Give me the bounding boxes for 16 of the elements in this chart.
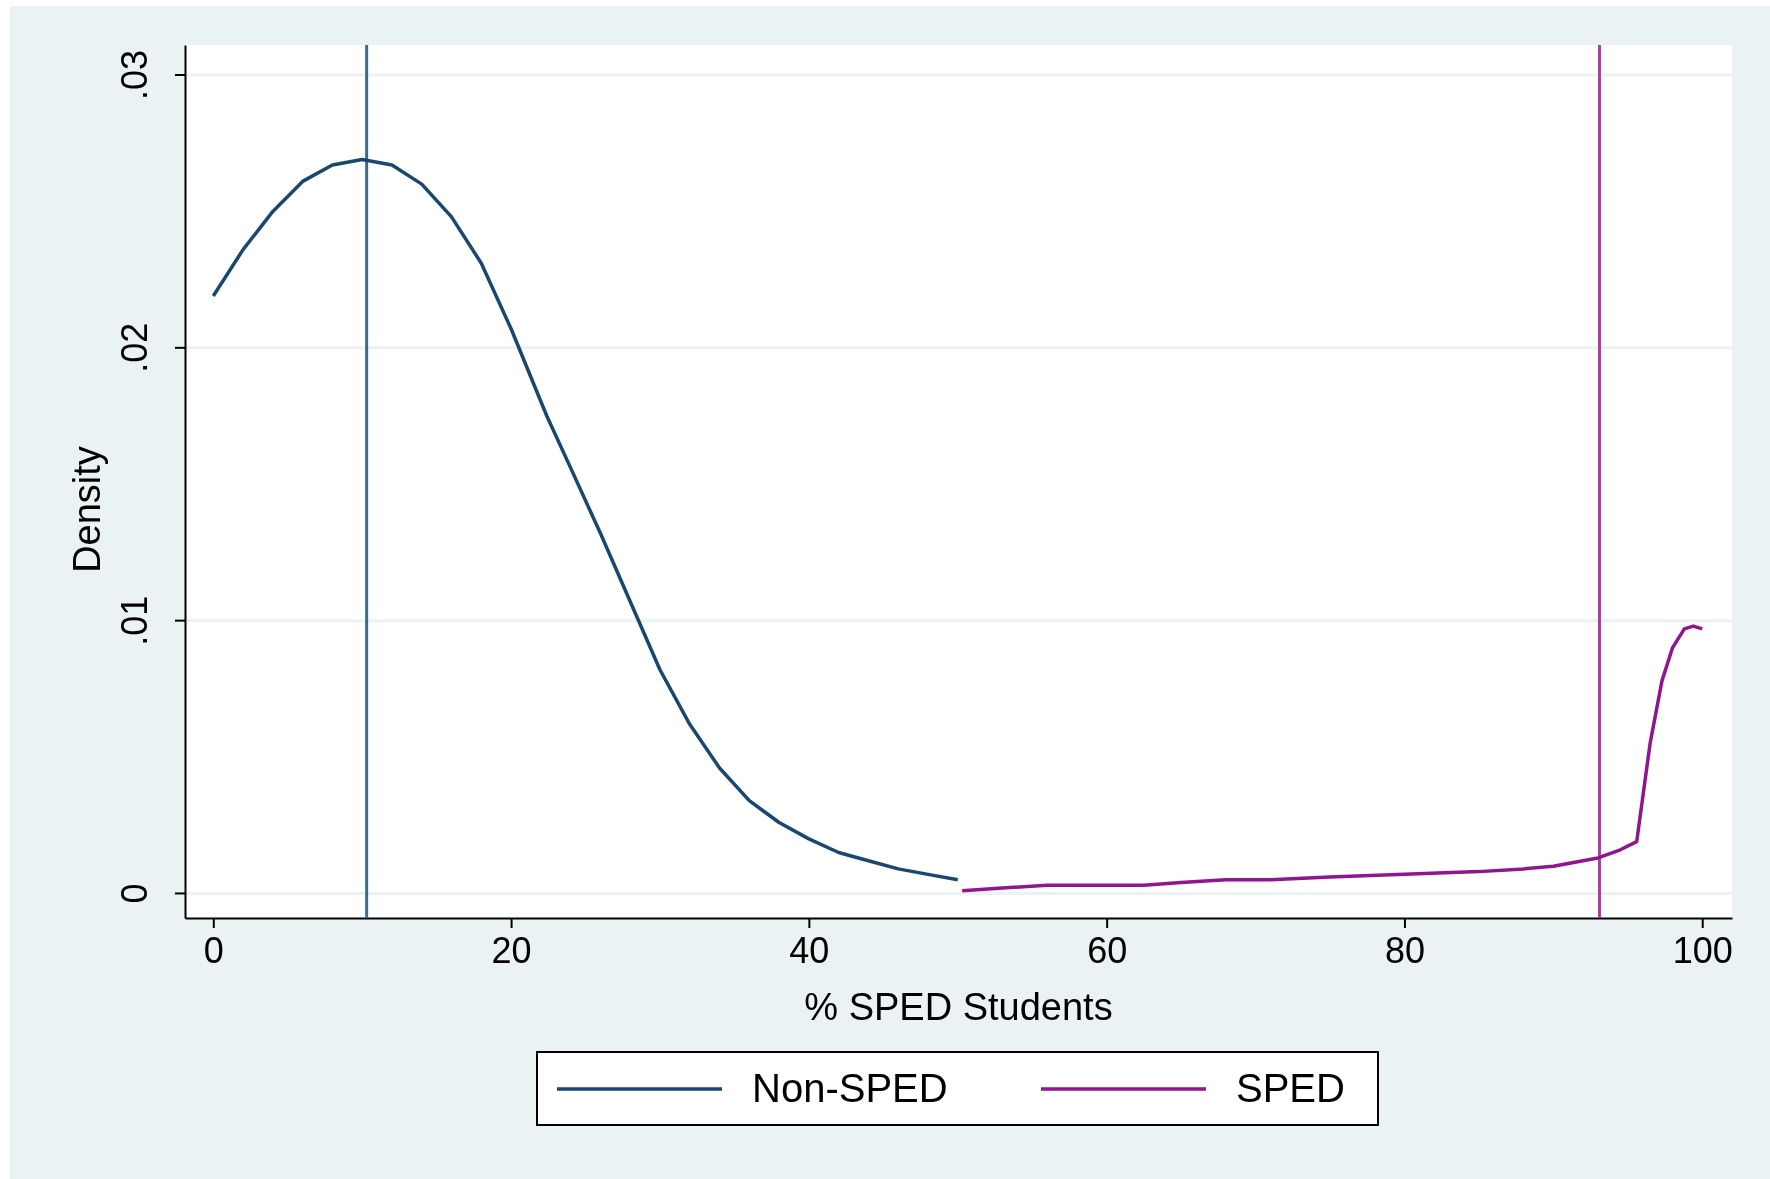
y-tick-label: .02 <box>114 322 155 373</box>
x-tick-label: 40 <box>789 930 830 972</box>
x-tick-label: 80 <box>1384 930 1425 972</box>
x-tick-label: 0 <box>203 930 224 972</box>
legend-label: SPED <box>1236 1066 1345 1110</box>
legend-label: Non-SPED <box>752 1066 948 1110</box>
line-series <box>960 624 1704 893</box>
line-series <box>211 157 960 882</box>
x-tick-label: 60 <box>1087 930 1128 972</box>
y-tick-label: .01 <box>114 595 155 646</box>
x-axis-title: % SPED Students <box>804 986 1113 1028</box>
y-tick-label: .03 <box>114 49 155 101</box>
x-tick-label: 100 <box>1672 930 1733 972</box>
x-tick-label: 20 <box>491 930 532 972</box>
y-tick-label: 0 <box>114 883 155 904</box>
y-axis-title: Density <box>66 446 108 573</box>
